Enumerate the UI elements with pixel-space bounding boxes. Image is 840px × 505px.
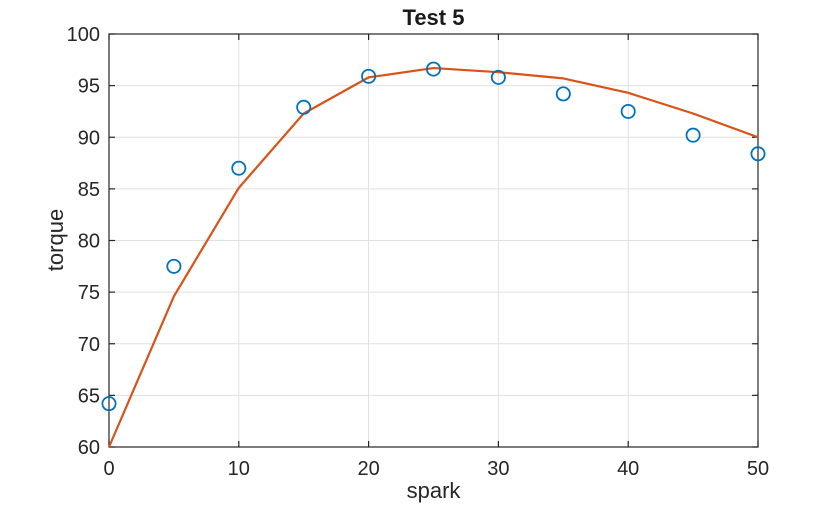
x-tick-label: 50 xyxy=(747,458,769,480)
x-tick-label: 10 xyxy=(228,458,250,480)
x-axis-label: spark xyxy=(406,478,461,503)
x-tick-label: 40 xyxy=(617,458,639,480)
y-tick-label: 60 xyxy=(78,437,100,459)
measured-data-marker xyxy=(101,396,117,412)
measured-data-marker xyxy=(361,68,377,84)
y-tick-label: 90 xyxy=(78,127,100,149)
fitted-curve-line xyxy=(107,66,759,448)
chart-title: Test 5 xyxy=(402,5,465,30)
measured-data-marker xyxy=(685,127,701,143)
y-tick-label: 65 xyxy=(78,385,100,407)
measured-data-marker xyxy=(490,69,506,85)
measured-data-marker xyxy=(555,86,571,102)
measured-data-marker xyxy=(425,61,441,77)
x-tick-label: 30 xyxy=(487,458,509,480)
measured-data-marker xyxy=(620,103,636,119)
y-tick-label: 95 xyxy=(78,76,100,98)
y-tick-label: 80 xyxy=(78,231,100,253)
y-tick-label: 100 xyxy=(67,24,100,46)
measured-data-marker xyxy=(166,258,182,274)
measured-data-marker xyxy=(296,99,312,115)
y-axis-label: torque xyxy=(43,208,68,272)
measured-data-marker xyxy=(750,146,766,162)
y-tick-label: 85 xyxy=(78,179,100,201)
y-tick-label: 75 xyxy=(78,282,100,304)
measured-data-marker xyxy=(231,160,247,176)
x-tick-label: 20 xyxy=(357,458,379,480)
y-tick-label: 70 xyxy=(78,334,100,356)
x-tick-label: 0 xyxy=(103,458,114,480)
